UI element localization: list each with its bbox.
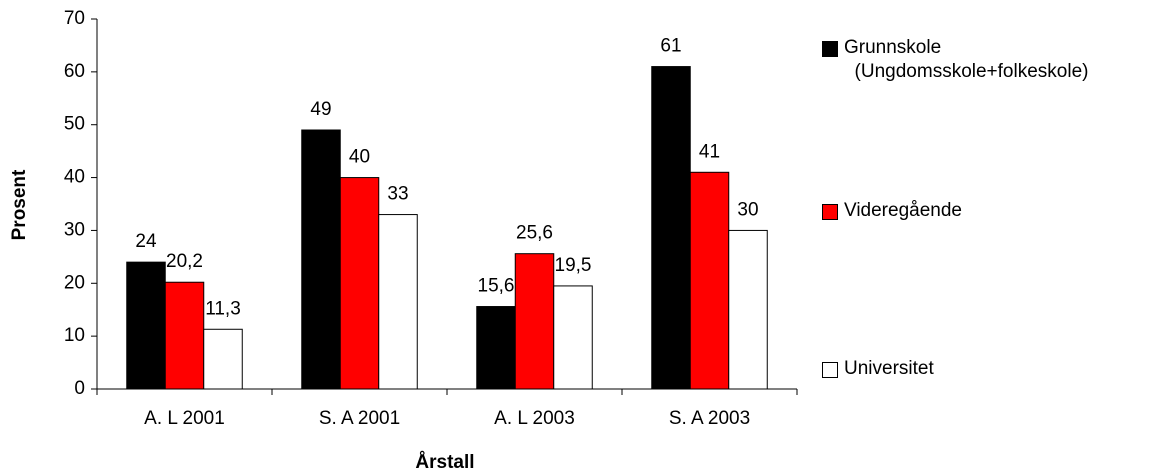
bar — [164, 281, 205, 390]
value-label: 40 — [349, 147, 370, 168]
x-tick-label: S. A 2003 — [669, 408, 750, 429]
bar — [689, 171, 730, 390]
value-label: 20,2 — [166, 251, 203, 272]
value-label: 41 — [699, 141, 720, 162]
y-tick-label: 30 — [64, 219, 85, 240]
value-label: 25,6 — [516, 223, 553, 244]
value-label: 30 — [737, 199, 758, 220]
x-tick-label: S. A 2001 — [319, 408, 400, 429]
bar — [651, 66, 691, 390]
x-tick-label: A. L 2003 — [494, 408, 575, 429]
legend-label: Grunnskole (Ungdomsskole+folkeskole) — [844, 37, 1089, 82]
legend-item: Grunnskole (Ungdomsskole+folkeskole) — [822, 36, 1088, 84]
legend-label: Videregående — [844, 200, 962, 221]
y-tick-label: 0 — [74, 378, 85, 399]
bar — [339, 177, 380, 390]
y-tick-label: 50 — [64, 114, 85, 135]
legend-item: Universitet — [822, 357, 934, 381]
x-axis-title: Årstall — [415, 452, 474, 473]
y-tick-label: 10 — [64, 325, 85, 346]
legend-swatch — [822, 204, 838, 220]
legend-swatch — [822, 362, 838, 378]
value-label: 33 — [387, 184, 408, 205]
x-tick-label: A. L 2001 — [144, 408, 225, 429]
y-axis-title: Prosent — [9, 169, 30, 240]
bar — [203, 328, 243, 390]
value-label: 11,3 — [205, 298, 241, 319]
bar — [378, 214, 418, 390]
value-label: 15,6 — [478, 276, 515, 297]
value-label: 24 — [135, 231, 157, 252]
value-label: 19,5 — [555, 255, 592, 276]
value-label: 49 — [310, 99, 331, 120]
y-tick-label: 40 — [64, 167, 85, 188]
legend-label: Universitet — [844, 358, 934, 379]
bar — [514, 253, 555, 390]
y-tick-label: 70 — [64, 8, 85, 29]
bar — [553, 285, 593, 390]
bar — [301, 129, 341, 390]
bar — [476, 306, 516, 390]
legend-swatch — [822, 41, 838, 57]
y-tick-label: 60 — [64, 61, 85, 82]
y-tick-label: 20 — [64, 272, 85, 293]
value-label: 61 — [660, 36, 681, 57]
bar — [728, 229, 768, 390]
legend-item: Videregående — [822, 199, 962, 223]
bar — [126, 261, 166, 390]
